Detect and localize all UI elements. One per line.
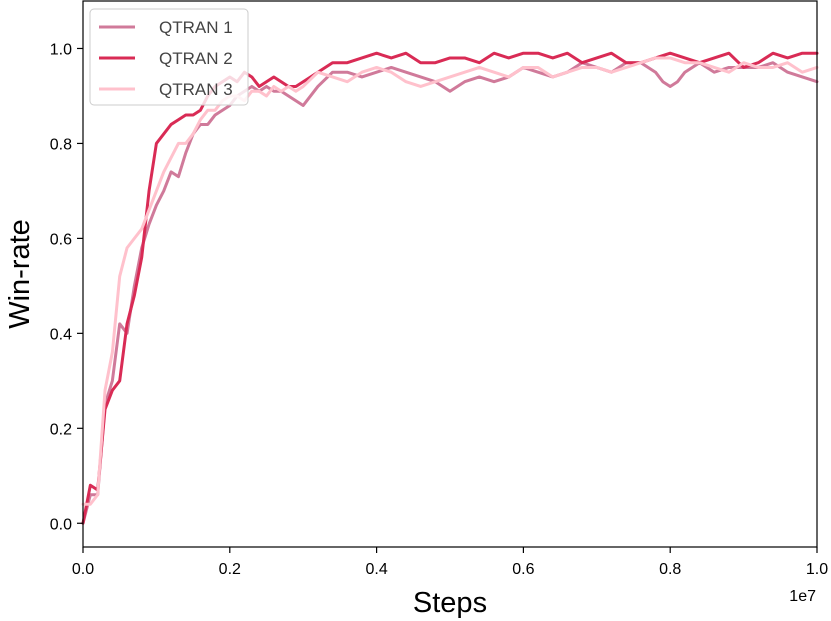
legend-label-qtran-1: QTRAN 1 <box>159 18 233 37</box>
legend-box <box>89 8 249 106</box>
y-tick-label: 0.8 <box>50 136 72 153</box>
x-axis-ticks: 0.0 0.2 0.4 0.6 0.8 1.0 <box>72 547 828 578</box>
y-tick-label: 0.0 <box>50 516 72 533</box>
x-tick-label: 0.4 <box>365 561 387 578</box>
y-axis-label: Win-rate <box>4 219 36 329</box>
y-axis-ticks: 0.0 0.2 0.4 0.6 0.8 1.0 <box>50 41 83 533</box>
series-line-qtran-1 <box>81 61 819 525</box>
y-tick-label: 1.0 <box>50 41 72 58</box>
y-tick-label: 0.6 <box>50 231 72 248</box>
x-axis-label: Steps <box>413 587 487 619</box>
x-tick-label: 0.2 <box>219 561 241 578</box>
x-tick-label: 0.6 <box>512 561 534 578</box>
x-tick-label: 1.0 <box>806 561 828 578</box>
legend: QTRAN 1 QTRAN 2 QTRAN 3 <box>89 8 249 106</box>
x-tick-label: 0.0 <box>72 561 94 578</box>
plot-frame <box>82 0 818 548</box>
series-line-qtran-2 <box>81 51 819 525</box>
legend-label-qtran-2: QTRAN 2 <box>159 49 233 68</box>
y-tick-label: 0.4 <box>50 326 72 343</box>
x-axis-offset-label: 1e7 <box>789 588 816 605</box>
legend-label-qtran-3: QTRAN 3 <box>159 80 233 99</box>
series-layer <box>81 51 819 525</box>
series-line-qtran-3 <box>81 56 819 506</box>
y-tick-label: 0.2 <box>50 421 72 438</box>
x-tick-label: 0.8 <box>659 561 681 578</box>
